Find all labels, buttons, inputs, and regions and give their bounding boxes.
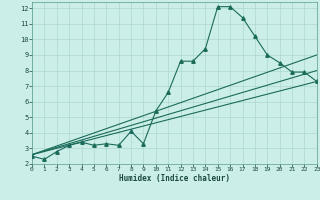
X-axis label: Humidex (Indice chaleur): Humidex (Indice chaleur) xyxy=(119,174,230,183)
